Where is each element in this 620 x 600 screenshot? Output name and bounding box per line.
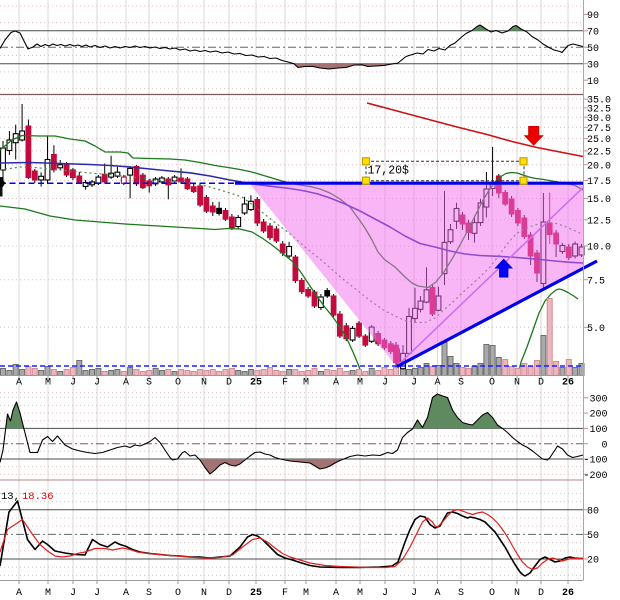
svg-text:N: N	[201, 588, 207, 599]
svg-text:30.0: 30.0	[587, 114, 611, 125]
svg-text:20: 20	[587, 556, 599, 567]
svg-text:S: S	[458, 588, 464, 599]
svg-text:A: A	[123, 377, 129, 388]
svg-text:10: 10	[587, 77, 599, 88]
svg-text:32.5: 32.5	[587, 104, 611, 115]
svg-text:25: 25	[250, 588, 262, 599]
svg-text:J: J	[70, 377, 76, 388]
svg-text:N: N	[514, 377, 520, 388]
svg-text:J: J	[411, 377, 417, 388]
svg-text:S: S	[146, 377, 152, 388]
svg-text:J: J	[382, 377, 388, 388]
svg-text:25: 25	[250, 377, 262, 388]
svg-text:100: 100	[589, 425, 607, 436]
svg-text:M: M	[303, 588, 309, 599]
svg-text:26: 26	[562, 377, 574, 388]
svg-text:50: 50	[587, 531, 599, 542]
svg-text:17.5: 17.5	[587, 177, 611, 188]
svg-text:-100: -100	[583, 456, 607, 467]
svg-text:A: A	[434, 377, 440, 388]
svg-text:30: 30	[587, 60, 599, 71]
svg-text:S: S	[146, 588, 152, 599]
svg-text:A: A	[16, 377, 22, 388]
svg-text:15.0: 15.0	[587, 195, 611, 206]
svg-text:35.0: 35.0	[587, 96, 611, 107]
svg-text:27.5: 27.5	[587, 124, 611, 135]
svg-text:A: A	[434, 588, 440, 599]
svg-text:J: J	[411, 588, 417, 599]
svg-text:5.0: 5.0	[587, 324, 605, 335]
svg-text:J: J	[382, 588, 388, 599]
svg-text:50: 50	[587, 44, 599, 55]
svg-text:J: J	[94, 588, 100, 599]
svg-text:S: S	[458, 377, 464, 388]
svg-text:D: D	[538, 377, 544, 388]
svg-text:O: O	[489, 588, 495, 599]
svg-text:7.5: 7.5	[587, 276, 605, 287]
svg-text:F: F	[282, 377, 288, 388]
svg-text:13,: 13,	[1, 491, 20, 503]
svg-text:12.5: 12.5	[587, 216, 611, 227]
svg-text:A: A	[333, 588, 339, 599]
svg-text:22.5: 22.5	[587, 148, 611, 159]
svg-text:F: F	[282, 588, 288, 599]
svg-text:D: D	[226, 377, 232, 388]
svg-text:70: 70	[587, 27, 599, 38]
svg-text:80: 80	[587, 506, 599, 517]
svg-text:18.36: 18.36	[22, 491, 54, 503]
svg-text:A: A	[123, 588, 129, 599]
svg-text:O: O	[489, 377, 495, 388]
svg-text:J: J	[70, 588, 76, 599]
svg-text:D: D	[538, 588, 544, 599]
svg-text:N: N	[201, 377, 207, 388]
svg-text:0: 0	[601, 440, 607, 451]
svg-text:20.0: 20.0	[587, 161, 611, 172]
svg-text:M: M	[45, 588, 51, 599]
svg-text:M: M	[45, 377, 51, 388]
svg-text:D: D	[226, 588, 232, 599]
svg-text:25.0: 25.0	[587, 135, 611, 146]
svg-text:90: 90	[587, 11, 599, 22]
svg-text:17,20$: 17,20$	[368, 165, 410, 178]
svg-text:O: O	[175, 588, 181, 599]
svg-text:10.0: 10.0	[587, 243, 611, 254]
svg-text:N: N	[514, 588, 520, 599]
svg-text:26: 26	[562, 588, 574, 599]
svg-text:A: A	[16, 588, 22, 599]
svg-text:300: 300	[589, 394, 607, 405]
svg-text:O: O	[175, 377, 181, 388]
svg-text:M: M	[357, 588, 363, 599]
svg-text:A: A	[333, 377, 339, 388]
svg-text:-200: -200	[583, 471, 607, 482]
svg-text:M: M	[357, 377, 363, 388]
svg-text:M: M	[303, 377, 309, 388]
svg-text:200: 200	[589, 410, 607, 421]
svg-text:J: J	[94, 377, 100, 388]
